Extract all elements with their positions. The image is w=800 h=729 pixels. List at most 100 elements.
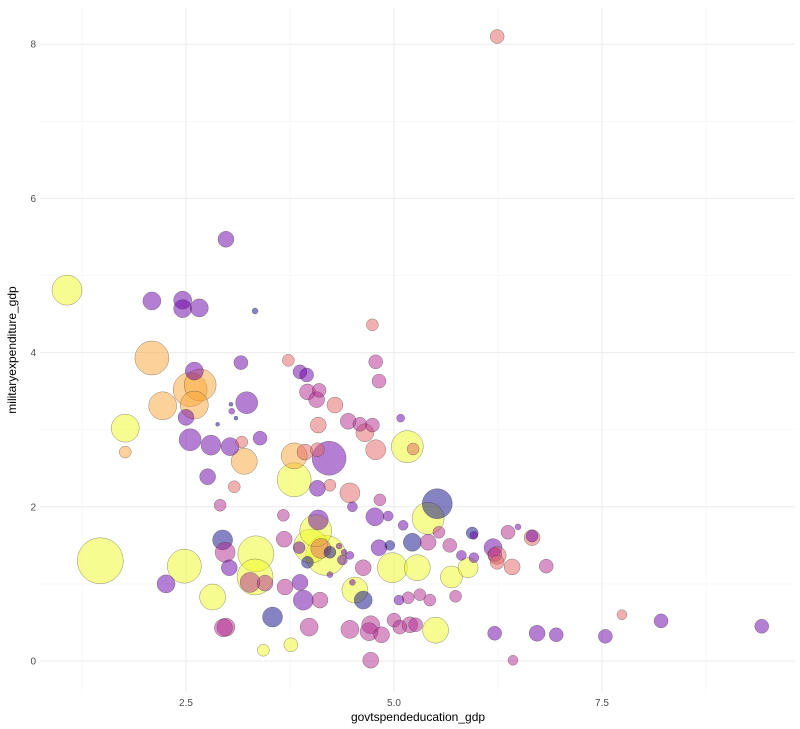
data-point bbox=[403, 533, 422, 552]
data-point bbox=[340, 549, 348, 556]
data-point bbox=[257, 644, 270, 657]
data-point bbox=[228, 402, 234, 407]
data-point bbox=[500, 525, 516, 540]
data-point bbox=[377, 552, 408, 583]
data-point bbox=[507, 655, 519, 666]
data-point bbox=[262, 606, 283, 628]
data-point bbox=[256, 574, 274, 592]
data-point bbox=[228, 480, 241, 493]
x-tick-label: 7.5 bbox=[595, 698, 609, 709]
data-point bbox=[528, 625, 546, 642]
data-point bbox=[214, 618, 233, 638]
data-point bbox=[335, 542, 343, 550]
data-point bbox=[489, 555, 505, 570]
data-point bbox=[432, 526, 446, 539]
data-point bbox=[233, 355, 249, 370]
data-point bbox=[468, 552, 480, 563]
data-point bbox=[142, 291, 162, 311]
data-point bbox=[393, 594, 405, 606]
data-point bbox=[134, 340, 170, 376]
data-point bbox=[323, 546, 337, 559]
data-point bbox=[396, 413, 405, 423]
data-point bbox=[487, 626, 502, 641]
data-point bbox=[214, 542, 236, 563]
data-point bbox=[308, 509, 329, 531]
y-tick-label: 4 bbox=[30, 348, 36, 359]
data-point bbox=[408, 617, 423, 632]
data-point bbox=[406, 442, 420, 456]
data-point bbox=[301, 556, 314, 569]
data-point bbox=[392, 619, 408, 635]
data-point bbox=[449, 590, 462, 603]
data-point bbox=[326, 571, 334, 578]
data-point bbox=[326, 396, 344, 414]
y-tick-label: 2 bbox=[30, 502, 36, 513]
data-point bbox=[309, 480, 326, 497]
data-point bbox=[77, 537, 124, 584]
data-point bbox=[401, 591, 415, 604]
data-point bbox=[503, 558, 521, 576]
data-point bbox=[352, 417, 368, 432]
x-axis-ticks: 2.5 5.0 7.5 bbox=[179, 698, 609, 709]
data-point bbox=[228, 407, 235, 415]
data-point bbox=[293, 589, 314, 611]
data-point bbox=[282, 354, 295, 367]
data-point bbox=[252, 430, 268, 446]
data-point bbox=[422, 616, 449, 644]
data-point bbox=[283, 637, 299, 653]
data-point bbox=[111, 413, 140, 443]
data-point bbox=[148, 391, 177, 420]
data-point bbox=[275, 530, 293, 548]
data-point bbox=[217, 231, 235, 248]
data-point bbox=[156, 574, 176, 594]
data-point bbox=[370, 539, 388, 556]
data-point bbox=[373, 626, 390, 643]
data-point bbox=[296, 443, 314, 461]
data-point bbox=[469, 531, 479, 540]
data-point bbox=[173, 299, 192, 318]
data-point bbox=[190, 298, 209, 318]
data-point bbox=[339, 482, 361, 504]
data-point bbox=[397, 520, 409, 531]
data-point bbox=[311, 383, 327, 398]
data-point bbox=[177, 409, 195, 426]
data-point bbox=[366, 318, 379, 332]
x-tick-label: 5.0 bbox=[387, 698, 401, 709]
data-point bbox=[539, 558, 554, 574]
data-point bbox=[167, 548, 202, 584]
data-point bbox=[653, 613, 669, 629]
data-point bbox=[440, 565, 463, 589]
data-point bbox=[382, 510, 394, 522]
data-point bbox=[299, 617, 319, 637]
data-point bbox=[299, 367, 314, 383]
x-axis-title: govtspendeducation_gdp bbox=[351, 710, 485, 724]
y-tick-label: 8 bbox=[30, 40, 36, 51]
data-point bbox=[251, 307, 259, 315]
data-point bbox=[310, 416, 327, 434]
data-point bbox=[340, 620, 360, 639]
data-point bbox=[413, 588, 426, 601]
data-point bbox=[345, 551, 355, 560]
data-point bbox=[310, 442, 325, 457]
data-point bbox=[616, 609, 628, 620]
data-point bbox=[185, 361, 204, 381]
data-point bbox=[354, 590, 373, 610]
data-point bbox=[292, 541, 306, 554]
data-point bbox=[525, 529, 539, 543]
data-point bbox=[119, 445, 132, 459]
y-axis-title: militaryexpenditure_gdp bbox=[5, 286, 19, 414]
data-point bbox=[347, 501, 358, 512]
data-point bbox=[215, 422, 220, 427]
data-point bbox=[365, 439, 386, 460]
data-point bbox=[365, 507, 385, 527]
data-point bbox=[178, 428, 202, 451]
data-point bbox=[231, 448, 258, 475]
x-tick-label: 2.5 bbox=[179, 698, 193, 709]
data-point bbox=[423, 593, 436, 607]
data-point bbox=[456, 550, 467, 561]
data-point bbox=[221, 559, 238, 576]
y-axis-ticks: 0 2 4 6 8 bbox=[30, 40, 36, 668]
data-point bbox=[368, 354, 383, 370]
data-point bbox=[489, 29, 505, 44]
